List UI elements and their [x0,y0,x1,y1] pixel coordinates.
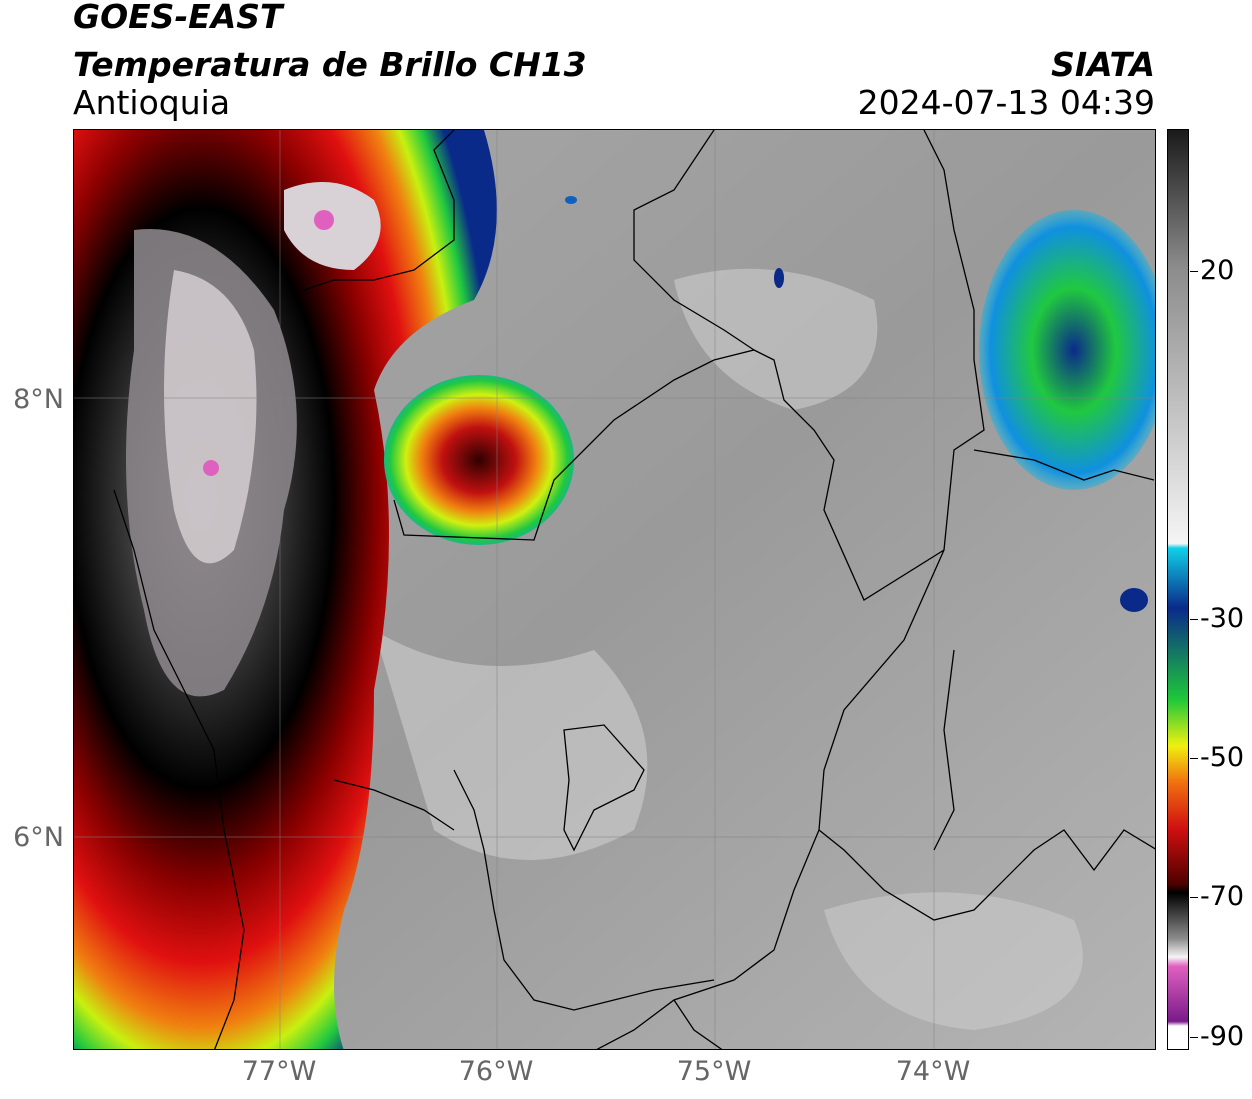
colorbar-tick [1190,897,1198,898]
product-title: Temperatura de Brillo CH13 [73,45,587,84]
lat-label-8n: 8°N [13,384,64,415]
convective-cloud-east [979,210,1155,490]
colorbar-tick [1190,1037,1198,1038]
datetime-label: 2024-07-13 04:39 [857,83,1155,122]
agency-label: SIATA [1051,45,1155,84]
lon-label-74w: 74°W [895,1056,971,1087]
satellite-title: GOES-EAST [73,0,283,36]
convective-cloud-central [384,375,574,545]
lon-label-76w: 76°W [458,1056,534,1087]
colorbar [1167,129,1189,1050]
lon-label-75w: 75°W [676,1056,752,1087]
boundary-lines [113,130,1155,1049]
lon-label-77w: 77°W [241,1056,317,1087]
satellite-map[interactable] [73,129,1156,1050]
colorbar-label-20: 20 [1200,255,1235,286]
region-label: Antioquia [73,83,231,122]
lat-label-6n: 6°N [13,822,64,853]
colorbar-tick [1190,619,1198,620]
colorbar-label-minus50: -50 [1200,742,1245,773]
colorbar-label-minus70: -70 [1200,881,1245,912]
colorbar-label-minus30: -30 [1200,603,1245,634]
colorbar-label-minus90: -90 [1200,1021,1245,1052]
graticule [74,130,1155,1049]
colorbar-tick [1190,271,1198,272]
colorbar-tick [1190,758,1198,759]
